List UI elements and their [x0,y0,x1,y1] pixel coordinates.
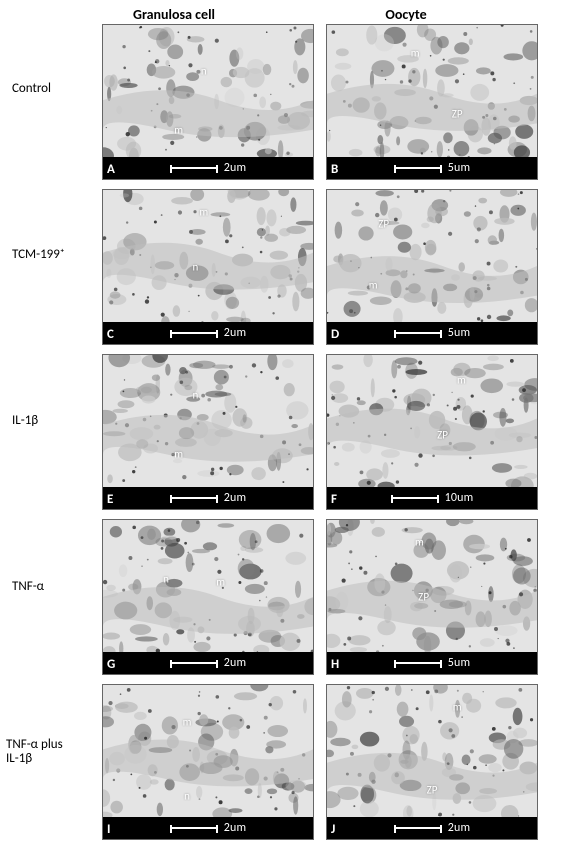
scalebar-strip: 2um [103,487,313,509]
figure-root: Granulosa cell Oocyte Control TCM-199⁺ I… [0,0,563,860]
micrograph-image [327,25,537,179]
scalebar-text: 2um [224,821,247,835]
panel-letter: I [107,822,110,837]
panel-letter: E [107,492,113,507]
row-label-il1b: IL-1β [12,414,38,428]
scalebar-text: 5um [448,161,471,175]
panel-C: mn2umC [102,189,314,345]
panel-letter: D [331,327,339,342]
col-header-oocyte: Oocyte [385,6,426,23]
panel-letter: B [331,162,338,177]
scalebar-text: 5um [448,656,471,670]
col-header-granulosa: Granulosa cell [133,6,215,23]
scalebar-line-icon [394,167,442,169]
panel-F: mZP10umF [326,354,538,510]
scalebar-line-icon [170,827,218,829]
scalebar-strip: 5um [327,652,537,674]
panel-J: mZP2umJ [326,684,538,840]
scalebar-line-icon [391,497,439,499]
scalebar-line-icon [170,662,218,664]
scalebar-strip: 5um [327,322,537,344]
micrograph-image [327,355,537,509]
scalebar-line-icon [170,332,218,334]
scalebar-strip: 2um [103,322,313,344]
scalebar-line-icon [170,167,218,169]
row-label-tnfa-il1b: TNF-α plus IL-1β [6,738,63,767]
scalebar-line-icon [170,497,218,499]
scalebar-text: 2um [224,656,247,670]
scalebar-strip: 5um [327,157,537,179]
micrograph-image [103,685,313,839]
panel-letter: J [331,822,335,837]
micrograph-image [103,355,313,509]
row-label-tnfa: TNF-α [12,580,44,594]
scalebar-strip: 10um [327,487,537,509]
micrograph-image [103,190,313,344]
panel-B: mZP5umB [326,24,538,180]
scalebar-text: 2um [448,821,471,835]
scalebar-text: 5um [448,326,471,340]
micrograph-image [103,520,313,674]
scalebar-line-icon [394,662,442,664]
scalebar-line-icon [394,332,442,334]
row-label-control: Control [12,82,51,96]
scalebar-text: 2um [224,326,247,340]
panel-D: ZPm5umD [326,189,538,345]
panel-E: nm2umE [102,354,314,510]
row-label-tcm199: TCM-199⁺ [12,248,65,262]
panel-letter: A [107,162,115,177]
panel-I: mn2umI [102,684,314,840]
micrograph-image [327,685,537,839]
scalebar-strip: 2um [103,652,313,674]
panel-G: nm2umG [102,519,314,675]
panel-letter: G [107,657,115,672]
panel-letter: H [331,657,339,672]
scalebar-strip: 2um [103,157,313,179]
panel-letter: C [107,327,114,342]
scalebar-line-icon [394,827,442,829]
panel-letter: F [331,492,337,507]
panel-H: mZP5umH [326,519,538,675]
scalebar-strip: 2um [327,817,537,839]
micrograph-image [327,520,537,674]
scalebar-text: 2um [224,491,247,505]
scalebar-text: 10um [445,491,474,505]
micrograph-image [327,190,537,344]
panel-A: nm2umA [102,24,314,180]
micrograph-image [103,25,313,179]
scalebar-strip: 2um [103,817,313,839]
scalebar-text: 2um [224,161,247,175]
